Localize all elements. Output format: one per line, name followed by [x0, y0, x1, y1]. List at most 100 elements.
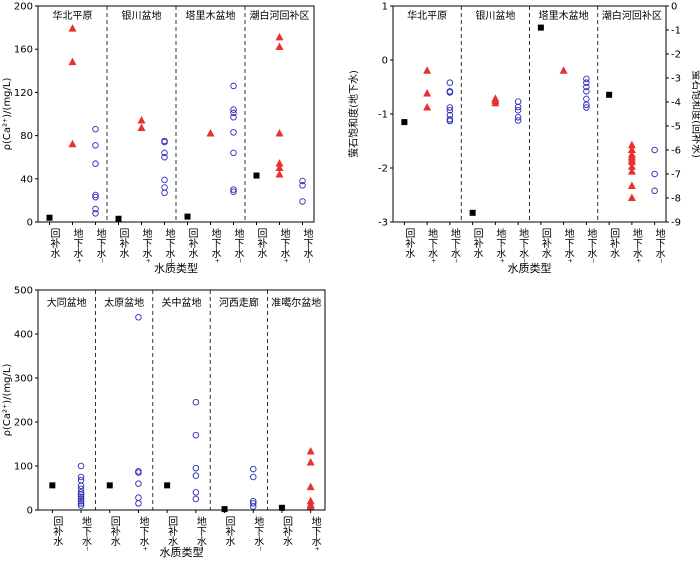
- x-axis-title: 水质类型: [154, 261, 198, 275]
- x-category-label: 地下水⁺: [309, 515, 321, 551]
- groundwater-plus-point: [423, 88, 432, 97]
- x-category-label: 回补水: [608, 228, 620, 258]
- y-tick-label: -2: [378, 164, 388, 175]
- x-axis-title: 水质类型: [508, 261, 552, 275]
- groundwater-plus-point: [68, 24, 77, 32]
- groundwater-minus-point: [583, 79, 590, 86]
- chart-ca-upper: 04080120160200ρ(Ca²⁺)/(mg/L)水质类型华北平原回补水地…: [2, 2, 315, 275]
- groundwater-minus-point: [77, 489, 85, 496]
- groundwater-minus-point: [230, 188, 237, 196]
- group-title: 大同盆地: [47, 296, 87, 309]
- groundwater-minus-point: [651, 170, 658, 178]
- x-category-label: 回补水: [51, 516, 63, 546]
- y-tick-label: 300: [14, 374, 33, 385]
- groundwater-plus-point: [423, 66, 432, 74]
- plot-frame: [37, 289, 326, 511]
- x-category-label: 地下水⁻: [163, 227, 175, 263]
- y-right-tick-label: -5: [671, 122, 681, 133]
- groundwater-minus-point: [161, 184, 168, 191]
- x-category-label: 地下水⁺: [278, 227, 290, 263]
- groundwater-minus-point: [92, 193, 99, 201]
- groundwater-plus-point: [275, 32, 284, 41]
- y-tick-label: 200: [14, 2, 33, 13]
- recharge-point: [106, 482, 113, 489]
- group-title: 准噶尔盆地: [271, 296, 321, 309]
- groundwater-minus-point: [135, 480, 142, 487]
- groundwater-minus-point: [583, 95, 590, 103]
- groundwater-plus-point: [275, 42, 284, 51]
- group-title: 关中盆地: [162, 296, 202, 309]
- x-category-label: 回补水: [186, 228, 198, 258]
- groundwater-minus-point: [514, 98, 522, 105]
- x-category-label: 地下水⁺: [71, 227, 83, 263]
- y-axis-right-label: 萤石饱和度(回补水): [690, 70, 700, 158]
- groundwater-plus-point: [275, 163, 284, 171]
- groundwater-minus-point: [583, 88, 590, 95]
- groundwater-minus-point: [651, 187, 658, 195]
- groundwater-minus-point: [77, 493, 85, 501]
- groundwater-minus-point: [77, 482, 85, 490]
- recharge-point: [164, 482, 171, 489]
- x-category-label: 地下水⁻: [517, 227, 529, 263]
- groundwater-minus-point: [77, 502, 85, 509]
- recharge-point: [115, 215, 122, 222]
- x-category-label: 地下水⁺: [426, 227, 438, 263]
- group-title: 塔里木盆地: [539, 9, 589, 22]
- y-tick-label: 500: [14, 286, 33, 297]
- group-title: 潮白河回补区: [602, 9, 662, 22]
- groundwater-minus-point: [92, 160, 99, 167]
- x-category-label: 地下水⁻: [232, 227, 244, 263]
- y-right-tick-label: -4: [671, 98, 681, 109]
- groundwater-minus-point: [135, 314, 142, 321]
- y-tick-label: 160: [14, 45, 33, 56]
- groundwater-plus-point: [627, 162, 636, 170]
- groundwater-minus-point: [92, 125, 99, 133]
- y-right-tick-label: -7: [671, 170, 681, 181]
- groundwater-plus-point: [306, 457, 315, 466]
- groundwater-plus-point: [137, 115, 146, 124]
- groundwater-minus-point: [583, 75, 590, 83]
- x-category-label: 回补水: [48, 228, 60, 258]
- groundwater-minus-point: [446, 79, 454, 86]
- group-title: 银川盆地: [122, 9, 162, 22]
- groundwater-minus-point: [77, 473, 85, 481]
- group-title: 华北平原: [53, 9, 93, 22]
- groundwater-minus-point: [161, 153, 168, 161]
- groundwater-minus-point: [230, 106, 237, 113]
- y-tick-label: 40: [20, 174, 33, 185]
- y-right-tick-label: -9: [671, 218, 681, 229]
- x-category-label: 回补水: [223, 516, 235, 546]
- groundwater-plus-point: [627, 140, 636, 149]
- recharge-point: [184, 213, 191, 220]
- y-right-tick-label: -6: [671, 146, 681, 157]
- x-category-label: 回补水: [280, 516, 292, 546]
- recharge-point: [537, 24, 544, 31]
- y-tick-label: 0: [382, 56, 388, 67]
- x-axis-title: 水质类型: [160, 545, 204, 559]
- groundwater-minus-point: [77, 500, 85, 507]
- x-category-label: 回补水: [471, 228, 483, 258]
- groundwater-plus-point: [206, 128, 215, 137]
- groundwater-plus-point: [627, 181, 636, 189]
- x-category-label: 回补水: [539, 228, 551, 258]
- recharge-point: [46, 214, 53, 221]
- groundwater-minus-point: [77, 491, 85, 498]
- groundwater-minus-point: [446, 106, 454, 114]
- groundwater-minus-point: [514, 106, 522, 114]
- x-category-label: 地下水⁺: [209, 227, 221, 263]
- group-title: 银川盆地: [475, 9, 515, 22]
- x-category-label: 回补水: [117, 228, 129, 258]
- groundwater-minus-point: [192, 495, 200, 503]
- y-axis-label: 萤石饱和度(地下水): [347, 70, 360, 158]
- groundwater-minus-point: [446, 117, 454, 125]
- groundwater-plus-point: [627, 193, 636, 201]
- groundwater-minus-point: [92, 210, 99, 217]
- recharge-point: [606, 91, 613, 98]
- y-right-tick-label: -1: [671, 26, 681, 37]
- x-category-label: 回补水: [255, 228, 267, 258]
- groundwater-minus-point: [161, 189, 168, 197]
- x-category-label: 地下水⁻: [80, 515, 92, 551]
- groundwater-plus-point: [627, 145, 636, 153]
- groundwater-minus-point: [77, 497, 85, 505]
- groundwater-minus-point: [651, 146, 658, 154]
